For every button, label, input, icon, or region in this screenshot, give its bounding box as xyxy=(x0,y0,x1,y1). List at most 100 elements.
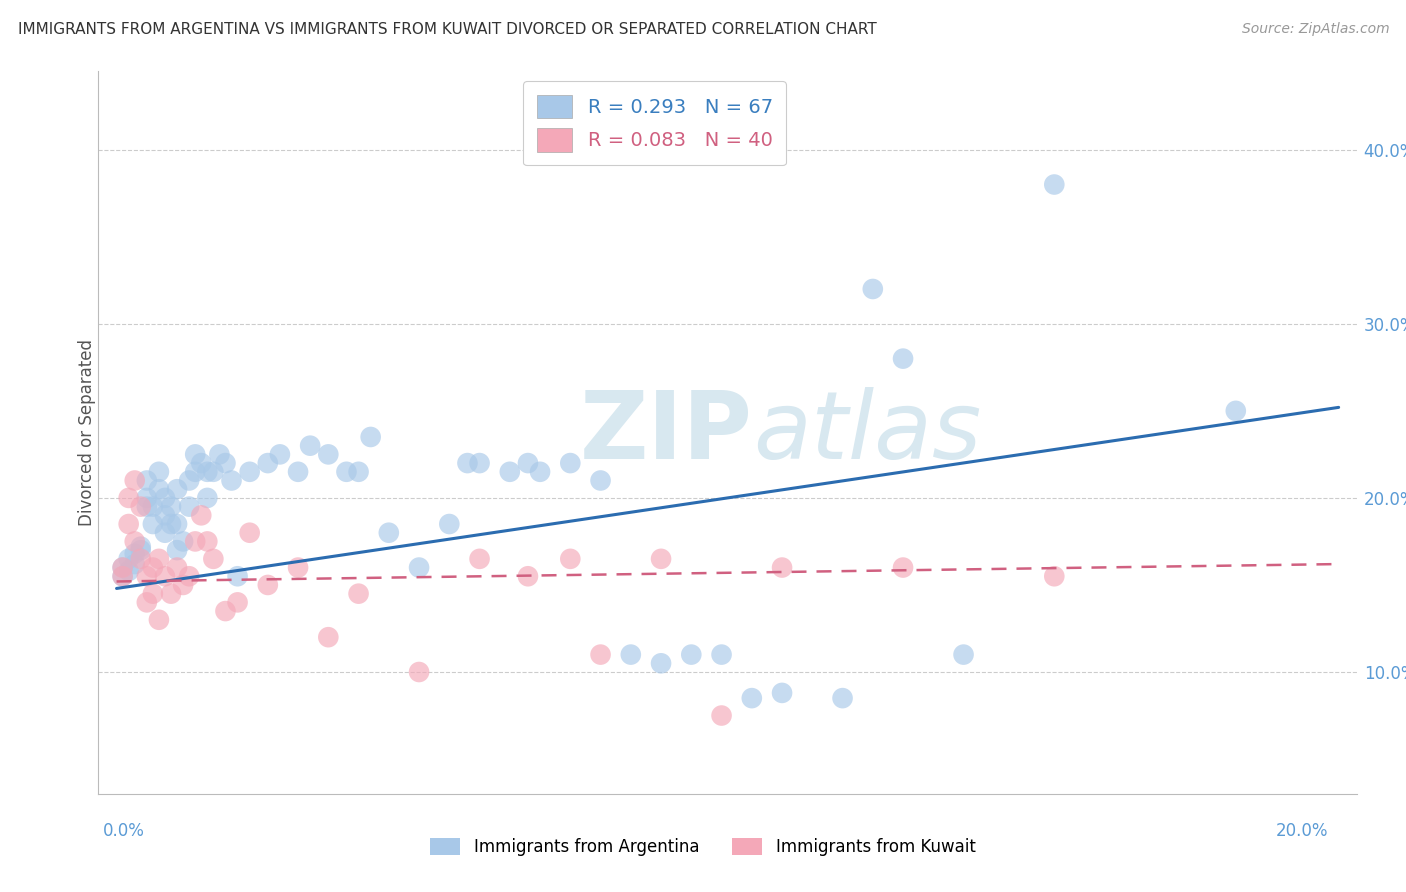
Legend: Immigrants from Argentina, Immigrants from Kuwait: Immigrants from Argentina, Immigrants fr… xyxy=(422,830,984,864)
Point xyxy=(118,516,141,531)
Point xyxy=(1043,569,1066,583)
Point xyxy=(770,560,793,574)
Point xyxy=(468,552,491,566)
Point xyxy=(287,465,309,479)
Point xyxy=(111,569,134,583)
Point xyxy=(318,630,340,644)
Point xyxy=(214,456,236,470)
Point xyxy=(239,465,262,479)
Point xyxy=(221,474,243,488)
Point xyxy=(153,491,176,505)
Point xyxy=(160,516,183,531)
Point xyxy=(202,552,225,566)
Text: 0.0%: 0.0% xyxy=(103,822,145,840)
Point xyxy=(299,439,322,453)
Point xyxy=(118,552,141,566)
Point xyxy=(499,465,522,479)
Point xyxy=(347,465,370,479)
Point xyxy=(202,465,225,479)
Text: ZIP: ZIP xyxy=(579,386,752,479)
Point xyxy=(439,516,461,531)
Point xyxy=(160,500,183,514)
Point xyxy=(952,648,974,662)
Point xyxy=(226,595,249,609)
Point xyxy=(172,578,194,592)
Point xyxy=(468,456,491,470)
Point xyxy=(347,587,370,601)
Point xyxy=(153,525,176,540)
Point xyxy=(172,534,194,549)
Point xyxy=(184,465,207,479)
Point xyxy=(560,552,582,566)
Point xyxy=(124,534,146,549)
Point xyxy=(239,525,262,540)
Point xyxy=(456,456,478,470)
Point xyxy=(118,491,141,505)
Point xyxy=(111,560,134,574)
Point xyxy=(560,456,582,470)
Point xyxy=(184,534,207,549)
Point xyxy=(741,691,763,706)
Point xyxy=(166,560,188,574)
Point xyxy=(360,430,382,444)
Point xyxy=(195,491,218,505)
Point xyxy=(620,648,643,662)
Text: atlas: atlas xyxy=(752,387,981,478)
Point xyxy=(124,474,146,488)
Point xyxy=(124,557,146,571)
Point xyxy=(129,543,152,558)
Point xyxy=(179,474,201,488)
Point xyxy=(831,691,853,706)
Point xyxy=(142,516,165,531)
Point xyxy=(710,708,733,723)
Point xyxy=(190,456,212,470)
Point xyxy=(111,569,134,583)
Point xyxy=(179,569,201,583)
Point xyxy=(153,569,176,583)
Point xyxy=(153,508,176,523)
Point xyxy=(142,587,165,601)
Point xyxy=(129,552,152,566)
Y-axis label: Divorced or Separated: Divorced or Separated xyxy=(79,339,96,526)
Point xyxy=(408,560,430,574)
Point xyxy=(148,613,170,627)
Point xyxy=(318,447,340,461)
Point xyxy=(124,547,146,561)
Point xyxy=(256,456,278,470)
Point xyxy=(529,465,551,479)
Point xyxy=(287,560,309,574)
Point xyxy=(129,500,152,514)
Point xyxy=(891,560,914,574)
Point xyxy=(118,564,141,578)
Point xyxy=(142,560,165,574)
Point xyxy=(166,543,188,558)
Point xyxy=(166,516,188,531)
Point xyxy=(148,465,170,479)
Point xyxy=(195,465,218,479)
Text: Source: ZipAtlas.com: Source: ZipAtlas.com xyxy=(1241,22,1389,37)
Point xyxy=(1043,178,1066,192)
Point xyxy=(517,456,540,470)
Point xyxy=(148,482,170,496)
Point xyxy=(184,447,207,461)
Point xyxy=(148,552,170,566)
Point xyxy=(681,648,703,662)
Point xyxy=(111,560,134,574)
Point xyxy=(710,648,733,662)
Point xyxy=(650,552,672,566)
Point xyxy=(195,534,218,549)
Point xyxy=(269,447,291,461)
Point xyxy=(160,587,183,601)
Text: IMMIGRANTS FROM ARGENTINA VS IMMIGRANTS FROM KUWAIT DIVORCED OR SEPARATED CORREL: IMMIGRANTS FROM ARGENTINA VS IMMIGRANTS … xyxy=(18,22,877,37)
Point xyxy=(142,500,165,514)
Point xyxy=(256,578,278,592)
Point xyxy=(589,474,612,488)
Point xyxy=(135,491,157,505)
Point xyxy=(408,665,430,679)
Point xyxy=(166,482,188,496)
Point xyxy=(335,465,357,479)
Point xyxy=(517,569,540,583)
Point xyxy=(135,595,157,609)
Point xyxy=(135,569,157,583)
Point xyxy=(214,604,236,618)
